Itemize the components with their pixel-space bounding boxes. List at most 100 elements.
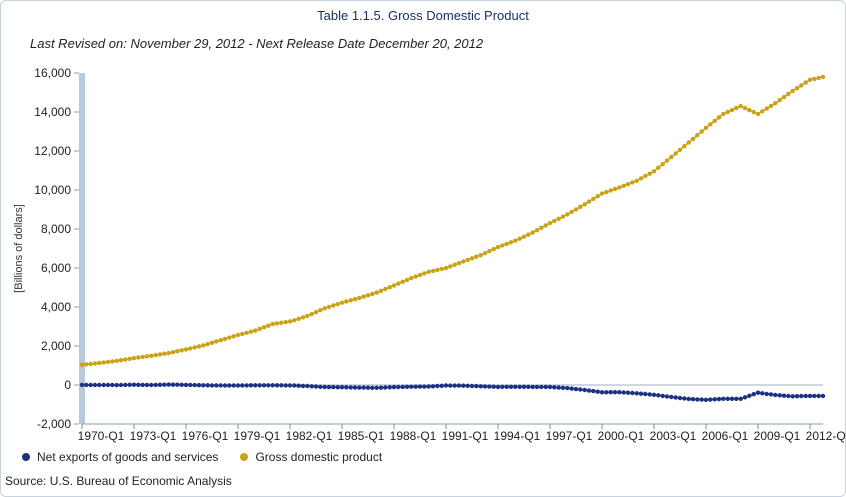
data-point (760, 391, 765, 396)
data-point (569, 209, 574, 215)
data-point (218, 383, 223, 388)
data-point (621, 183, 626, 188)
data-point (729, 107, 735, 113)
data-point (279, 383, 284, 388)
y-tick-label: 12,000 (34, 144, 71, 158)
data-point (664, 158, 670, 163)
data-point (309, 384, 314, 389)
data-point (526, 232, 531, 237)
y-tick-label: 16,000 (34, 66, 71, 80)
data-point (469, 383, 475, 389)
y-axis-title: [Billions of dollars] (13, 204, 25, 293)
data-point (699, 397, 704, 402)
data-point (244, 383, 249, 388)
data-point (318, 384, 323, 389)
data-point (309, 311, 314, 317)
data-point (586, 388, 592, 393)
data-point (365, 293, 371, 298)
data-point (487, 384, 492, 389)
data-point (92, 382, 98, 388)
data-point (253, 383, 258, 388)
data-point (175, 349, 180, 354)
data-point (404, 384, 410, 389)
data-point (595, 389, 600, 394)
legend-item-gdp[interactable]: Gross domestic product (240, 450, 382, 464)
data-point (417, 384, 423, 389)
data-point (196, 344, 202, 349)
data-point (625, 182, 631, 187)
data-point (231, 383, 236, 388)
data-point (157, 352, 163, 357)
data-point (500, 243, 505, 248)
data-point (292, 383, 297, 388)
data-point (266, 383, 271, 388)
data-point (387, 385, 392, 390)
data-point (300, 383, 306, 389)
data-point (79, 382, 85, 388)
data-point (491, 384, 496, 389)
data-point (651, 169, 657, 174)
data-point (773, 101, 778, 106)
data-point (534, 228, 540, 233)
data-point (88, 382, 93, 388)
data-point (248, 383, 254, 388)
data-point (131, 382, 137, 387)
data-point (391, 283, 397, 288)
data-point (222, 383, 228, 388)
data-point (344, 385, 349, 390)
x-tick-label: 1973-Q1 (130, 429, 177, 443)
data-point (417, 272, 423, 278)
data-point (348, 298, 353, 303)
data-point (786, 393, 791, 399)
data-point (578, 204, 583, 209)
data-point (413, 384, 418, 389)
x-tick-label: 2012-Q1 (806, 429, 846, 443)
data-point (92, 361, 98, 366)
data-point (166, 382, 171, 387)
data-point (443, 265, 449, 271)
data-point (322, 306, 327, 311)
data-point (361, 385, 366, 390)
data-point (569, 386, 574, 391)
data-point (625, 390, 631, 395)
data-point (643, 173, 648, 179)
data-point (552, 385, 557, 390)
data-point (331, 384, 336, 390)
data-point (682, 396, 687, 401)
data-point (118, 382, 124, 388)
data-point (227, 383, 232, 388)
data-point (331, 303, 336, 308)
data-point (266, 323, 271, 328)
data-point (409, 384, 414, 389)
data-point (682, 144, 687, 149)
data-point (638, 391, 644, 396)
data-point (214, 383, 219, 388)
data-point (400, 384, 405, 390)
data-point (773, 392, 778, 398)
data-point (708, 122, 713, 127)
data-point (400, 279, 405, 284)
data-point (604, 189, 609, 195)
x-tick-label: 1988-Q1 (390, 429, 437, 443)
legend-item-net-exports[interactable]: Net exports of goods and services (22, 450, 218, 464)
data-point (725, 109, 730, 115)
data-point (162, 382, 167, 387)
data-point (339, 385, 345, 390)
data-point (218, 338, 223, 343)
data-point (465, 257, 470, 263)
series-line-0 (82, 383, 823, 401)
data-point (790, 394, 795, 399)
data-point (500, 384, 505, 389)
y-tick-label: 6,000 (41, 261, 71, 275)
data-point (474, 254, 479, 259)
data-point (443, 383, 449, 388)
data-point (586, 199, 592, 204)
data-point (820, 74, 826, 80)
data-point (131, 355, 137, 361)
x-tick-label: 1991-Q1 (442, 429, 489, 443)
data-point (105, 382, 111, 388)
data-point (426, 269, 431, 274)
data-point (651, 392, 657, 397)
x-tick-label: 1997-Q1 (546, 429, 593, 443)
